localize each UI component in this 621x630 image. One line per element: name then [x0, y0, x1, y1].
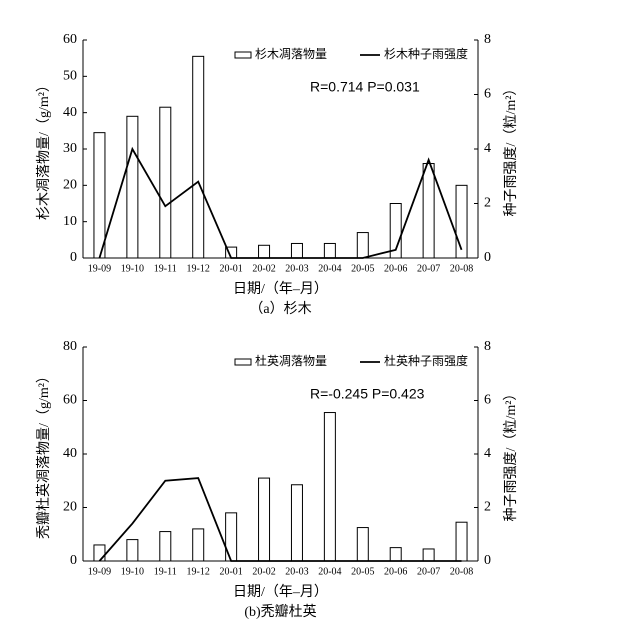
bar [192, 55, 205, 259]
bar [389, 547, 402, 562]
x-tick-label: 20-03 [285, 263, 308, 274]
x-label: 日期/（年–月） [233, 281, 328, 297]
x-tick-label: 19-09 [88, 566, 111, 577]
x-tick-label: 20-01 [219, 566, 242, 577]
y-tick-label: 50 [63, 69, 77, 84]
x-tick-label: 19-11 [154, 566, 177, 577]
x-tick-label: 19-09 [88, 263, 111, 274]
y2-label: 种子雨强度/（粒/m²） [503, 82, 519, 217]
y2-tick-label: 0 [484, 250, 491, 265]
x-tick-label: 19-12 [187, 263, 210, 274]
x-tick-label: 19-11 [154, 263, 177, 274]
y-tick-label: 80 [63, 339, 77, 354]
bar [389, 203, 402, 259]
bar [126, 539, 139, 562]
y-label: 杉木凋落物量/（g/m²） [36, 78, 52, 220]
annotation: R=-0.245 P=0.423 [310, 386, 425, 402]
bar [323, 242, 336, 259]
x-tick-label: 20-04 [318, 566, 341, 577]
y-tick-label: 0 [70, 250, 77, 265]
annotation: R=0.714 P=0.031 [310, 79, 420, 95]
x-tick-label: 20-03 [285, 566, 308, 577]
x-tick-label: 20-05 [351, 263, 374, 274]
x-tick-label: 20-01 [219, 263, 242, 274]
y-tick-label: 40 [63, 446, 77, 461]
bar [290, 242, 303, 259]
bar [323, 412, 336, 562]
x-tick-label: 20-02 [252, 263, 275, 274]
x-tick-label: 20-05 [351, 566, 374, 577]
x-tick-label: 20-02 [252, 566, 275, 577]
x-tick-label: 20-06 [384, 566, 407, 577]
bar [356, 232, 369, 259]
bar [422, 548, 435, 562]
y2-tick-label: 4 [484, 446, 491, 461]
x-tick-label: 19-12 [187, 566, 210, 577]
x-tick-label: 20-07 [417, 566, 440, 577]
y-tick-label: 60 [63, 393, 77, 408]
y-tick-label: 0 [70, 553, 77, 568]
legend-swatch [234, 51, 252, 59]
y2-tick-label: 8 [484, 339, 491, 354]
y2-tick-label: 2 [484, 500, 491, 515]
bar [258, 477, 271, 562]
bar [455, 521, 468, 562]
legend-label: 杜英凋落物量 [255, 353, 327, 368]
legend-swatch [234, 358, 252, 366]
line [98, 146, 463, 259]
bar [93, 544, 106, 562]
bar [93, 132, 106, 259]
y-tick-label: 20 [63, 178, 77, 193]
bar [356, 527, 369, 562]
y2-tick-label: 4 [484, 141, 491, 156]
bar [159, 531, 172, 562]
y-tick-label: 30 [63, 141, 77, 156]
bar [290, 484, 303, 562]
x-tick-label: 20-07 [417, 263, 440, 274]
bar [258, 244, 271, 259]
y-tick-label: 60 [63, 32, 77, 47]
legend-label: 杉木凋落物量 [255, 47, 327, 61]
line [98, 477, 462, 562]
y2-label: 种子雨强度/（粒/m²） [503, 387, 519, 522]
y2-tick-label: 6 [484, 87, 491, 102]
bar [126, 115, 139, 259]
legend-label: 杉木种子雨强度 [384, 46, 468, 61]
bar [225, 512, 238, 562]
legend-label: 杜英种子雨强度 [384, 353, 468, 368]
caption: (b)秃瓣杜英 [244, 603, 316, 620]
bar [192, 528, 205, 562]
caption: （a）杉木 [249, 301, 311, 317]
bar [159, 106, 172, 259]
x-tick-label: 20-04 [318, 263, 341, 274]
x-tick-label: 19-10 [121, 263, 144, 274]
y-tick-label: 10 [63, 214, 77, 229]
y-label: 秃瓣杜英凋落物量/（g/m²） [35, 369, 52, 539]
y-tick-label: 20 [63, 500, 77, 515]
y2-tick-label: 6 [484, 393, 491, 408]
x-label: 日期/（年–月） [233, 584, 328, 600]
y2-tick-label: 2 [484, 196, 491, 211]
x-tick-label: 20-06 [384, 263, 407, 274]
y2-tick-label: 8 [484, 32, 491, 47]
x-tick-label: 19-10 [121, 566, 144, 577]
y-tick-label: 40 [63, 105, 77, 120]
x-tick-label: 20-08 [450, 566, 473, 577]
bar [422, 163, 435, 259]
x-tick-label: 20-08 [450, 263, 473, 274]
bar [455, 184, 468, 259]
y2-tick-label: 0 [484, 553, 491, 568]
